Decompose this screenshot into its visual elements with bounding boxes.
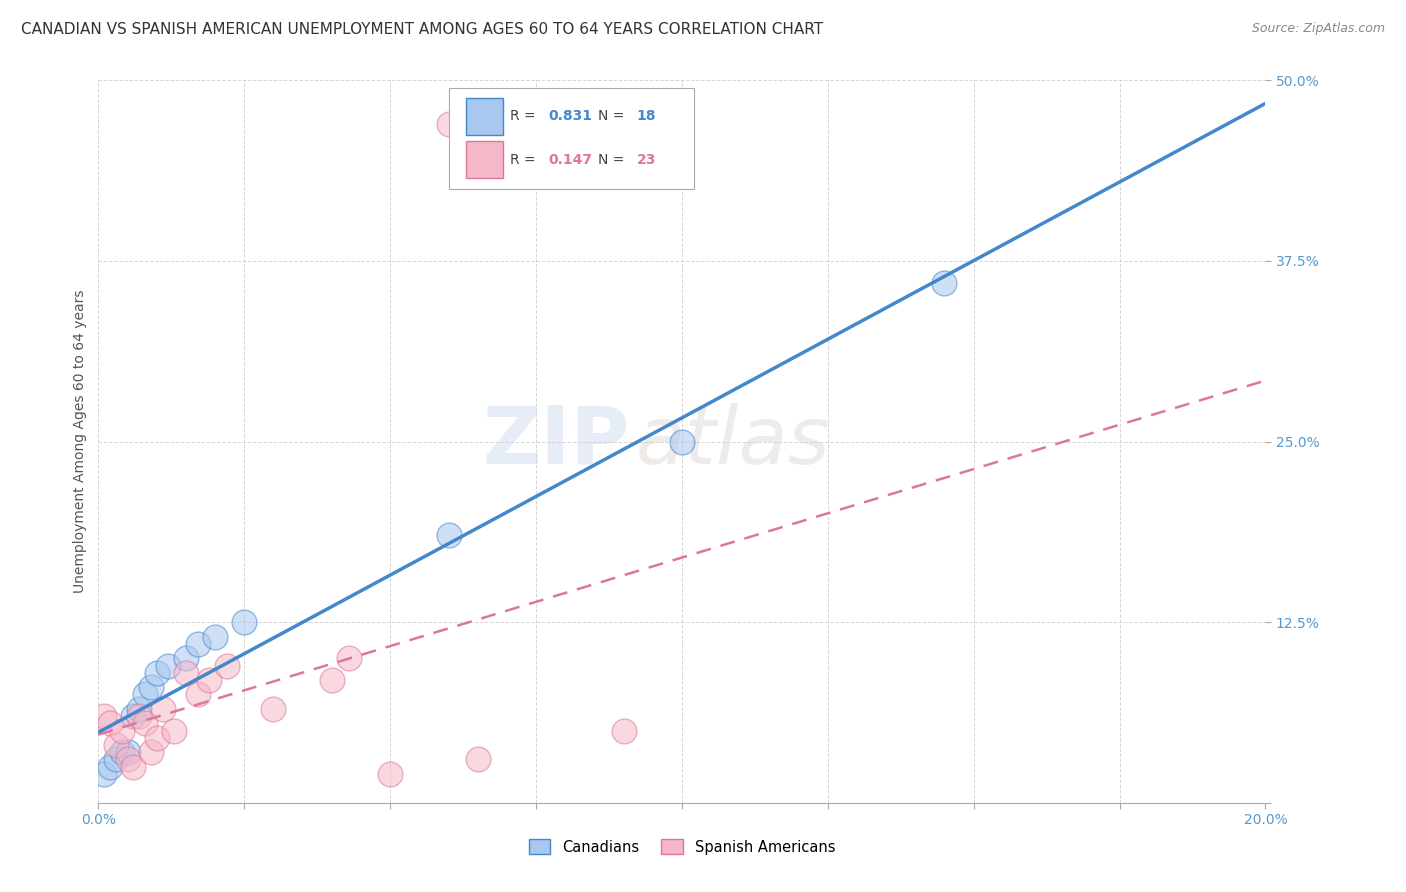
Point <box>139 745 162 759</box>
Point <box>671 434 693 449</box>
Point <box>134 687 156 701</box>
Point <box>187 687 209 701</box>
Point <box>104 738 127 752</box>
FancyBboxPatch shape <box>449 87 693 189</box>
Text: 0.147: 0.147 <box>548 153 593 167</box>
Point <box>934 276 956 290</box>
FancyBboxPatch shape <box>465 98 503 136</box>
Point <box>111 745 134 759</box>
Point <box>98 760 121 774</box>
Point <box>117 745 139 759</box>
Text: 23: 23 <box>637 153 655 167</box>
Point <box>111 723 134 738</box>
Point <box>198 673 221 687</box>
Point <box>437 528 460 542</box>
Point <box>122 709 145 723</box>
Point <box>262 702 284 716</box>
Point <box>467 752 489 766</box>
Point <box>134 716 156 731</box>
Point <box>93 709 115 723</box>
Text: N =: N = <box>598 153 628 167</box>
Y-axis label: Unemployment Among Ages 60 to 64 years: Unemployment Among Ages 60 to 64 years <box>73 290 87 593</box>
Point <box>157 658 180 673</box>
Point <box>152 702 174 716</box>
Point <box>146 665 169 680</box>
Point <box>233 615 256 630</box>
Text: R =: R = <box>510 153 540 167</box>
Text: 0.831: 0.831 <box>548 110 593 123</box>
Text: CANADIAN VS SPANISH AMERICAN UNEMPLOYMENT AMONG AGES 60 TO 64 YEARS CORRELATION : CANADIAN VS SPANISH AMERICAN UNEMPLOYMEN… <box>21 22 824 37</box>
Text: N =: N = <box>598 110 628 123</box>
Point <box>128 709 150 723</box>
Point <box>174 651 197 665</box>
Point <box>437 117 460 131</box>
Text: ZIP: ZIP <box>482 402 630 481</box>
Point <box>117 752 139 766</box>
Point <box>337 651 360 665</box>
Point <box>93 767 115 781</box>
FancyBboxPatch shape <box>465 141 503 178</box>
Point <box>321 673 343 687</box>
Point <box>174 665 197 680</box>
Text: R =: R = <box>510 110 540 123</box>
Legend: Canadians, Spanish Americans: Canadians, Spanish Americans <box>523 833 841 861</box>
Point <box>380 767 402 781</box>
Point <box>122 760 145 774</box>
Text: 18: 18 <box>637 110 655 123</box>
Point <box>215 658 238 673</box>
Point <box>98 716 121 731</box>
Text: atlas: atlas <box>636 402 830 481</box>
Point <box>204 630 226 644</box>
Point <box>139 680 162 694</box>
Point <box>104 752 127 766</box>
Point <box>128 702 150 716</box>
Text: Source: ZipAtlas.com: Source: ZipAtlas.com <box>1251 22 1385 36</box>
Point <box>146 731 169 745</box>
Point <box>612 723 634 738</box>
Point <box>187 637 209 651</box>
Point <box>163 723 186 738</box>
